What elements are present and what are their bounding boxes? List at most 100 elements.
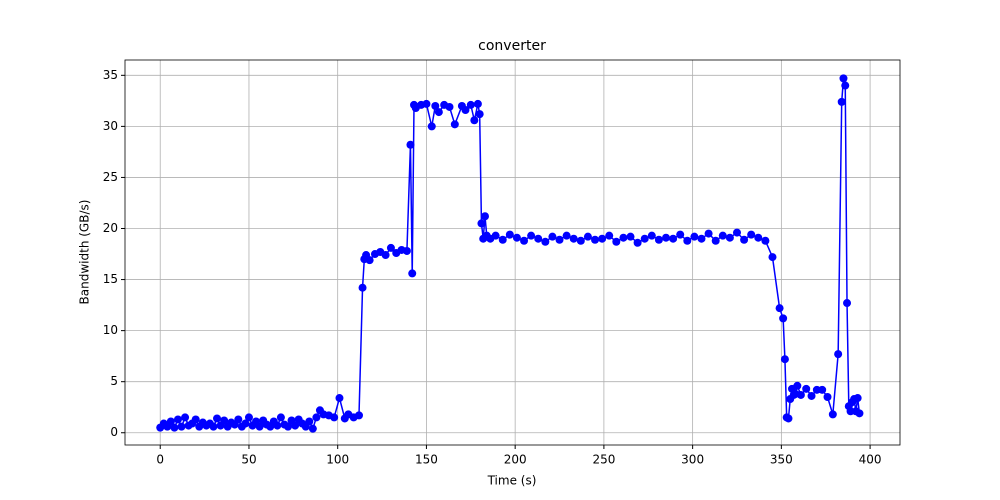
- data-point: [541, 237, 550, 246]
- data-point: [591, 235, 600, 244]
- x-axis-label: Time (s): [487, 474, 537, 488]
- data-point: [834, 350, 843, 359]
- data-point: [402, 246, 411, 255]
- data-point: [213, 414, 222, 423]
- data-point: [843, 299, 852, 308]
- y-tick-label: 20: [103, 221, 118, 235]
- data-point: [330, 413, 339, 422]
- x-tick-label: 50: [241, 453, 256, 467]
- data-point: [654, 235, 663, 244]
- x-tick-label: 300: [681, 453, 704, 467]
- data-point: [647, 231, 656, 240]
- x-tick-label: 250: [592, 453, 615, 467]
- data-point: [170, 423, 179, 432]
- data-point: [244, 413, 253, 422]
- data-point: [358, 283, 367, 292]
- data-point: [491, 231, 500, 240]
- data-point: [354, 411, 363, 420]
- data-point: [386, 243, 395, 252]
- x-tick-label: 100: [326, 453, 349, 467]
- data-point: [173, 415, 182, 424]
- data-point: [802, 384, 811, 393]
- data-point: [807, 391, 816, 400]
- data-point: [255, 422, 264, 431]
- data-point: [725, 233, 734, 242]
- data-point: [284, 422, 293, 431]
- y-axis-label: Bandwidth (GB/s): [78, 200, 92, 305]
- x-tick-label: 0: [156, 453, 164, 467]
- y-tick-label: 0: [110, 425, 118, 439]
- data-point: [470, 116, 479, 125]
- x-tick-label: 400: [859, 453, 882, 467]
- data-point: [445, 102, 454, 111]
- data-point: [662, 233, 671, 242]
- data-point: [780, 355, 789, 364]
- data-point: [775, 304, 784, 313]
- data-point: [828, 410, 837, 419]
- data-point: [335, 394, 344, 403]
- data-point: [640, 234, 649, 243]
- data-point: [793, 381, 802, 390]
- data-point: [291, 421, 300, 430]
- data-point: [505, 230, 514, 239]
- data-point: [498, 235, 507, 244]
- data-point: [669, 234, 678, 243]
- data-point: [761, 236, 770, 245]
- data-point: [855, 409, 864, 418]
- data-point: [220, 416, 229, 425]
- data-point: [555, 235, 564, 244]
- x-tick-label: 150: [415, 453, 438, 467]
- data-point: [718, 231, 727, 240]
- data-point: [166, 417, 175, 426]
- data-point: [576, 236, 585, 245]
- data-point: [381, 251, 390, 260]
- data-point: [633, 238, 642, 247]
- data-point: [461, 106, 470, 115]
- data-point: [305, 417, 314, 426]
- y-tick-label: 15: [103, 272, 118, 286]
- data-point: [234, 415, 243, 424]
- data-point: [784, 414, 793, 423]
- y-tick-label: 25: [103, 170, 118, 184]
- data-point: [732, 228, 741, 237]
- data-point: [512, 233, 521, 242]
- data-point: [365, 256, 374, 265]
- data-point: [796, 390, 805, 399]
- data-point: [839, 74, 848, 83]
- data-point: [431, 101, 440, 110]
- data-point: [747, 230, 756, 239]
- data-point: [408, 269, 417, 278]
- data-point: [520, 236, 529, 245]
- data-point: [273, 421, 282, 430]
- x-tick-label: 350: [770, 453, 793, 467]
- data-point: [697, 234, 706, 243]
- data-point: [466, 100, 475, 109]
- data-point: [406, 140, 415, 149]
- data-point: [683, 236, 692, 245]
- data-point: [427, 122, 436, 131]
- data-point: [779, 314, 788, 323]
- data-point: [475, 110, 484, 119]
- data-point: [818, 385, 827, 394]
- y-tick-label: 35: [103, 68, 118, 82]
- data-point: [583, 232, 592, 241]
- data-point: [853, 394, 862, 403]
- y-tick-label: 10: [103, 323, 118, 337]
- data-point: [711, 236, 720, 245]
- data-point: [473, 99, 482, 108]
- data-point: [690, 232, 699, 241]
- data-point: [676, 230, 685, 239]
- data-point: [480, 212, 489, 221]
- data-point: [181, 413, 190, 422]
- data-point: [209, 422, 218, 431]
- data-point: [241, 419, 250, 428]
- data-point: [534, 234, 543, 243]
- data-point: [754, 233, 763, 242]
- data-point: [177, 422, 186, 431]
- data-point: [527, 231, 536, 240]
- y-tick-label: 5: [110, 374, 118, 388]
- data-point: [422, 99, 431, 108]
- data-point: [477, 219, 486, 228]
- data-point: [704, 229, 713, 238]
